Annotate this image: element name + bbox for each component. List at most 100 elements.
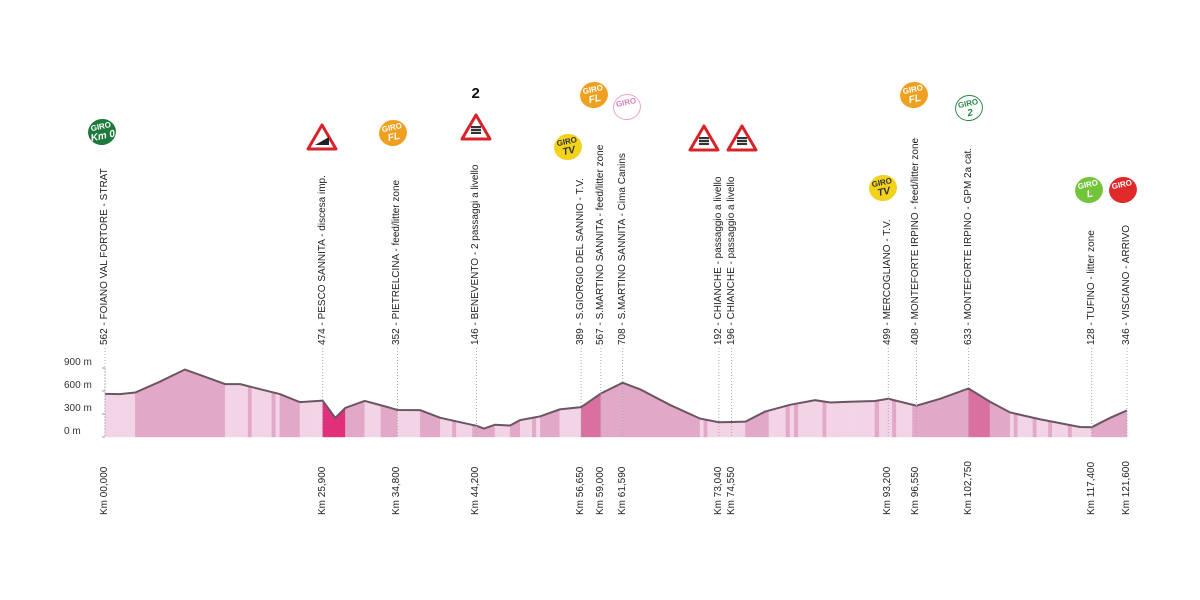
waypoint-label: 146 - BENEVENTO - 2 passaggi a livello: [470, 164, 482, 345]
profile-stripe: [180, 369, 186, 438]
y-tick-label: 0 m: [64, 426, 81, 437]
profile-stripe: [806, 400, 812, 438]
profile-stripe: [349, 404, 354, 438]
waypoint-label: 708 - S.MARTINO SANNITA - Cima Canins: [616, 153, 628, 345]
waypoint-label: 562 - FOIANO VAL FORTORE - STRAT: [99, 168, 110, 345]
profile-stripe: [609, 386, 615, 438]
profile-stripe: [781, 405, 786, 438]
profile-stripe: [640, 389, 645, 438]
profile-stripe: [104, 393, 109, 438]
profile-stripe: [857, 401, 863, 438]
profile-stripe: [220, 382, 226, 438]
profile-stripe: [1044, 419, 1049, 438]
profile-stripe: [275, 392, 281, 438]
profile-stripe: [722, 421, 728, 438]
profile-stripe: [924, 401, 929, 438]
profile-stripe: [908, 403, 913, 438]
profile-stripe: [989, 401, 995, 438]
profile-stripe: [555, 409, 560, 438]
profile-stripe: [131, 392, 136, 438]
profile-stripe: [1028, 416, 1034, 438]
profile-stripe: [600, 391, 606, 438]
profile-stripe: [303, 401, 308, 438]
profile-stripe: [968, 388, 974, 438]
profile-stripe: [714, 421, 720, 438]
profile-stripe: [498, 424, 503, 438]
y-tick-label: 600 m: [64, 380, 92, 391]
profile-stripe: [692, 414, 697, 438]
profile-stripe: [307, 401, 312, 438]
profile-stripe: [580, 404, 586, 438]
waypoint-km-label: Km 121,600: [1121, 461, 1132, 515]
profile-stripe: [940, 396, 945, 438]
profile-stripe: [718, 421, 724, 438]
profile-stripe: [536, 416, 541, 438]
profile-stripe: [592, 395, 598, 438]
profile-stripe: [393, 408, 398, 438]
profile-stripe: [506, 425, 511, 438]
profile-stripe: [699, 418, 705, 438]
profile-stripe: [622, 382, 628, 438]
profile-stripe: [572, 407, 578, 438]
profile-stripe: [228, 383, 233, 438]
waypoint-label: 499 - MERCOGLIANO - T.V.: [882, 219, 894, 345]
profile-stripe: [960, 389, 965, 438]
profile-stripe: [703, 419, 708, 438]
level-crossing-warning-icon: [460, 113, 492, 141]
profile-stripe: [360, 400, 365, 438]
profile-stripe: [388, 407, 394, 438]
profile-stripe: [944, 395, 949, 438]
profile-stripe: [176, 371, 181, 438]
waypoint-label: 474 - PESCO SANNITA - discesa imp.: [316, 175, 328, 345]
profile-stripe: [588, 398, 594, 438]
profile-stripe: [116, 393, 121, 438]
profile-stripe: [216, 380, 222, 438]
profile-stripe: [380, 404, 386, 438]
profile-stripe: [613, 384, 619, 438]
profile-stripe: [108, 393, 113, 438]
profile-stripe: [119, 393, 125, 438]
profile-stripe: [768, 409, 774, 438]
profile-stripe: [519, 419, 525, 438]
profile-stripe: [661, 400, 666, 438]
profile-stripe: [143, 386, 148, 438]
profile-stripe: [172, 373, 177, 438]
profile-stripe: [1059, 422, 1065, 438]
profile-stripe: [952, 392, 957, 438]
profile-stripe: [341, 407, 346, 438]
profile-stripe: [810, 399, 816, 438]
profile-stripe: [677, 407, 682, 438]
profile-stripe: [251, 386, 256, 438]
profile-stripe: [936, 398, 941, 438]
profile-stripe: [997, 405, 1003, 438]
waypoint-km-label: Km 00,000: [99, 466, 110, 515]
profile-stripe: [879, 399, 885, 438]
profile-stripe: [833, 401, 839, 438]
profile-stripe: [397, 409, 402, 438]
profile-stripe: [837, 401, 843, 438]
profile-stripe: [547, 411, 553, 438]
profile-stripe: [159, 379, 165, 438]
profile-stripe: [802, 401, 807, 438]
profile-stripe: [1036, 418, 1041, 438]
profile-stripe: [314, 400, 320, 438]
profile-stripe: [401, 409, 406, 438]
profile-stripe: [135, 390, 140, 438]
waypoint-km-label: Km 73,040: [712, 466, 724, 515]
profile-stripe: [163, 377, 169, 438]
profile-stripe: [352, 403, 358, 438]
profile-stripe: [368, 401, 373, 438]
level-crossing-warning-icon: [726, 124, 758, 152]
profile-stripe: [631, 385, 637, 438]
profile-stripe: [928, 400, 933, 438]
profile-stripe: [299, 401, 304, 438]
profile-stripe: [1079, 426, 1085, 438]
profile-stripe: [688, 413, 693, 438]
profile-stripe: [972, 390, 978, 438]
profile-stripe: [904, 402, 909, 438]
profile-stripe: [849, 401, 855, 438]
profile-stripe: [752, 415, 758, 438]
profile-stripe: [376, 403, 382, 438]
profile-stripe: [167, 375, 173, 438]
profile-stripe: [814, 399, 820, 438]
